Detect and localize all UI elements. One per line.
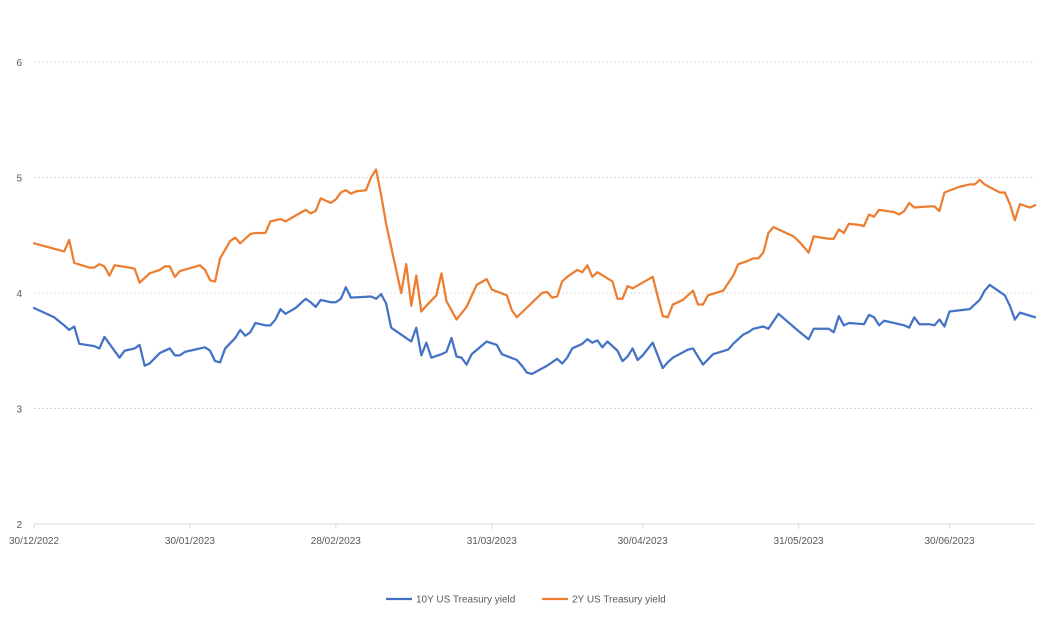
x-tick-label: 30/04/2023: [618, 536, 668, 547]
legend-label: 2Y US Treasury yield: [572, 595, 666, 606]
x-tick-label: 30/12/2022: [9, 536, 59, 547]
x-tick-label: 30/06/2023: [924, 536, 974, 547]
series-line-10y: [32, 283, 1037, 375]
series-line-2y: [32, 168, 1037, 321]
y-tick-label: 2: [16, 520, 22, 531]
x-tick-label: 30/01/2023: [165, 536, 215, 547]
legend: 10Y US Treasury yield 2Y US Treasury yiel…: [386, 595, 666, 606]
x-tick-label: 28/02/2023: [311, 536, 361, 547]
y-axis-tick-labels: 2 3 4 5 6: [16, 58, 22, 531]
gridlines: [34, 61, 1035, 409]
legend-label: 10Y US Treasury yield: [416, 595, 515, 606]
x-tick-label: 31/05/2023: [774, 536, 824, 547]
x-tick-label: 31/03/2023: [467, 536, 517, 547]
y-tick-label: 3: [16, 405, 22, 416]
x-axis: [33, 523, 1035, 529]
series-lines: [32, 168, 1037, 375]
y-tick-label: 6: [16, 58, 22, 69]
y-tick-label: 5: [16, 174, 22, 185]
x-axis-tick-labels: 30/12/2022 30/01/2023 28/02/2023 31/03/2023…: [9, 536, 975, 547]
y-tick-label: 4: [16, 289, 22, 300]
